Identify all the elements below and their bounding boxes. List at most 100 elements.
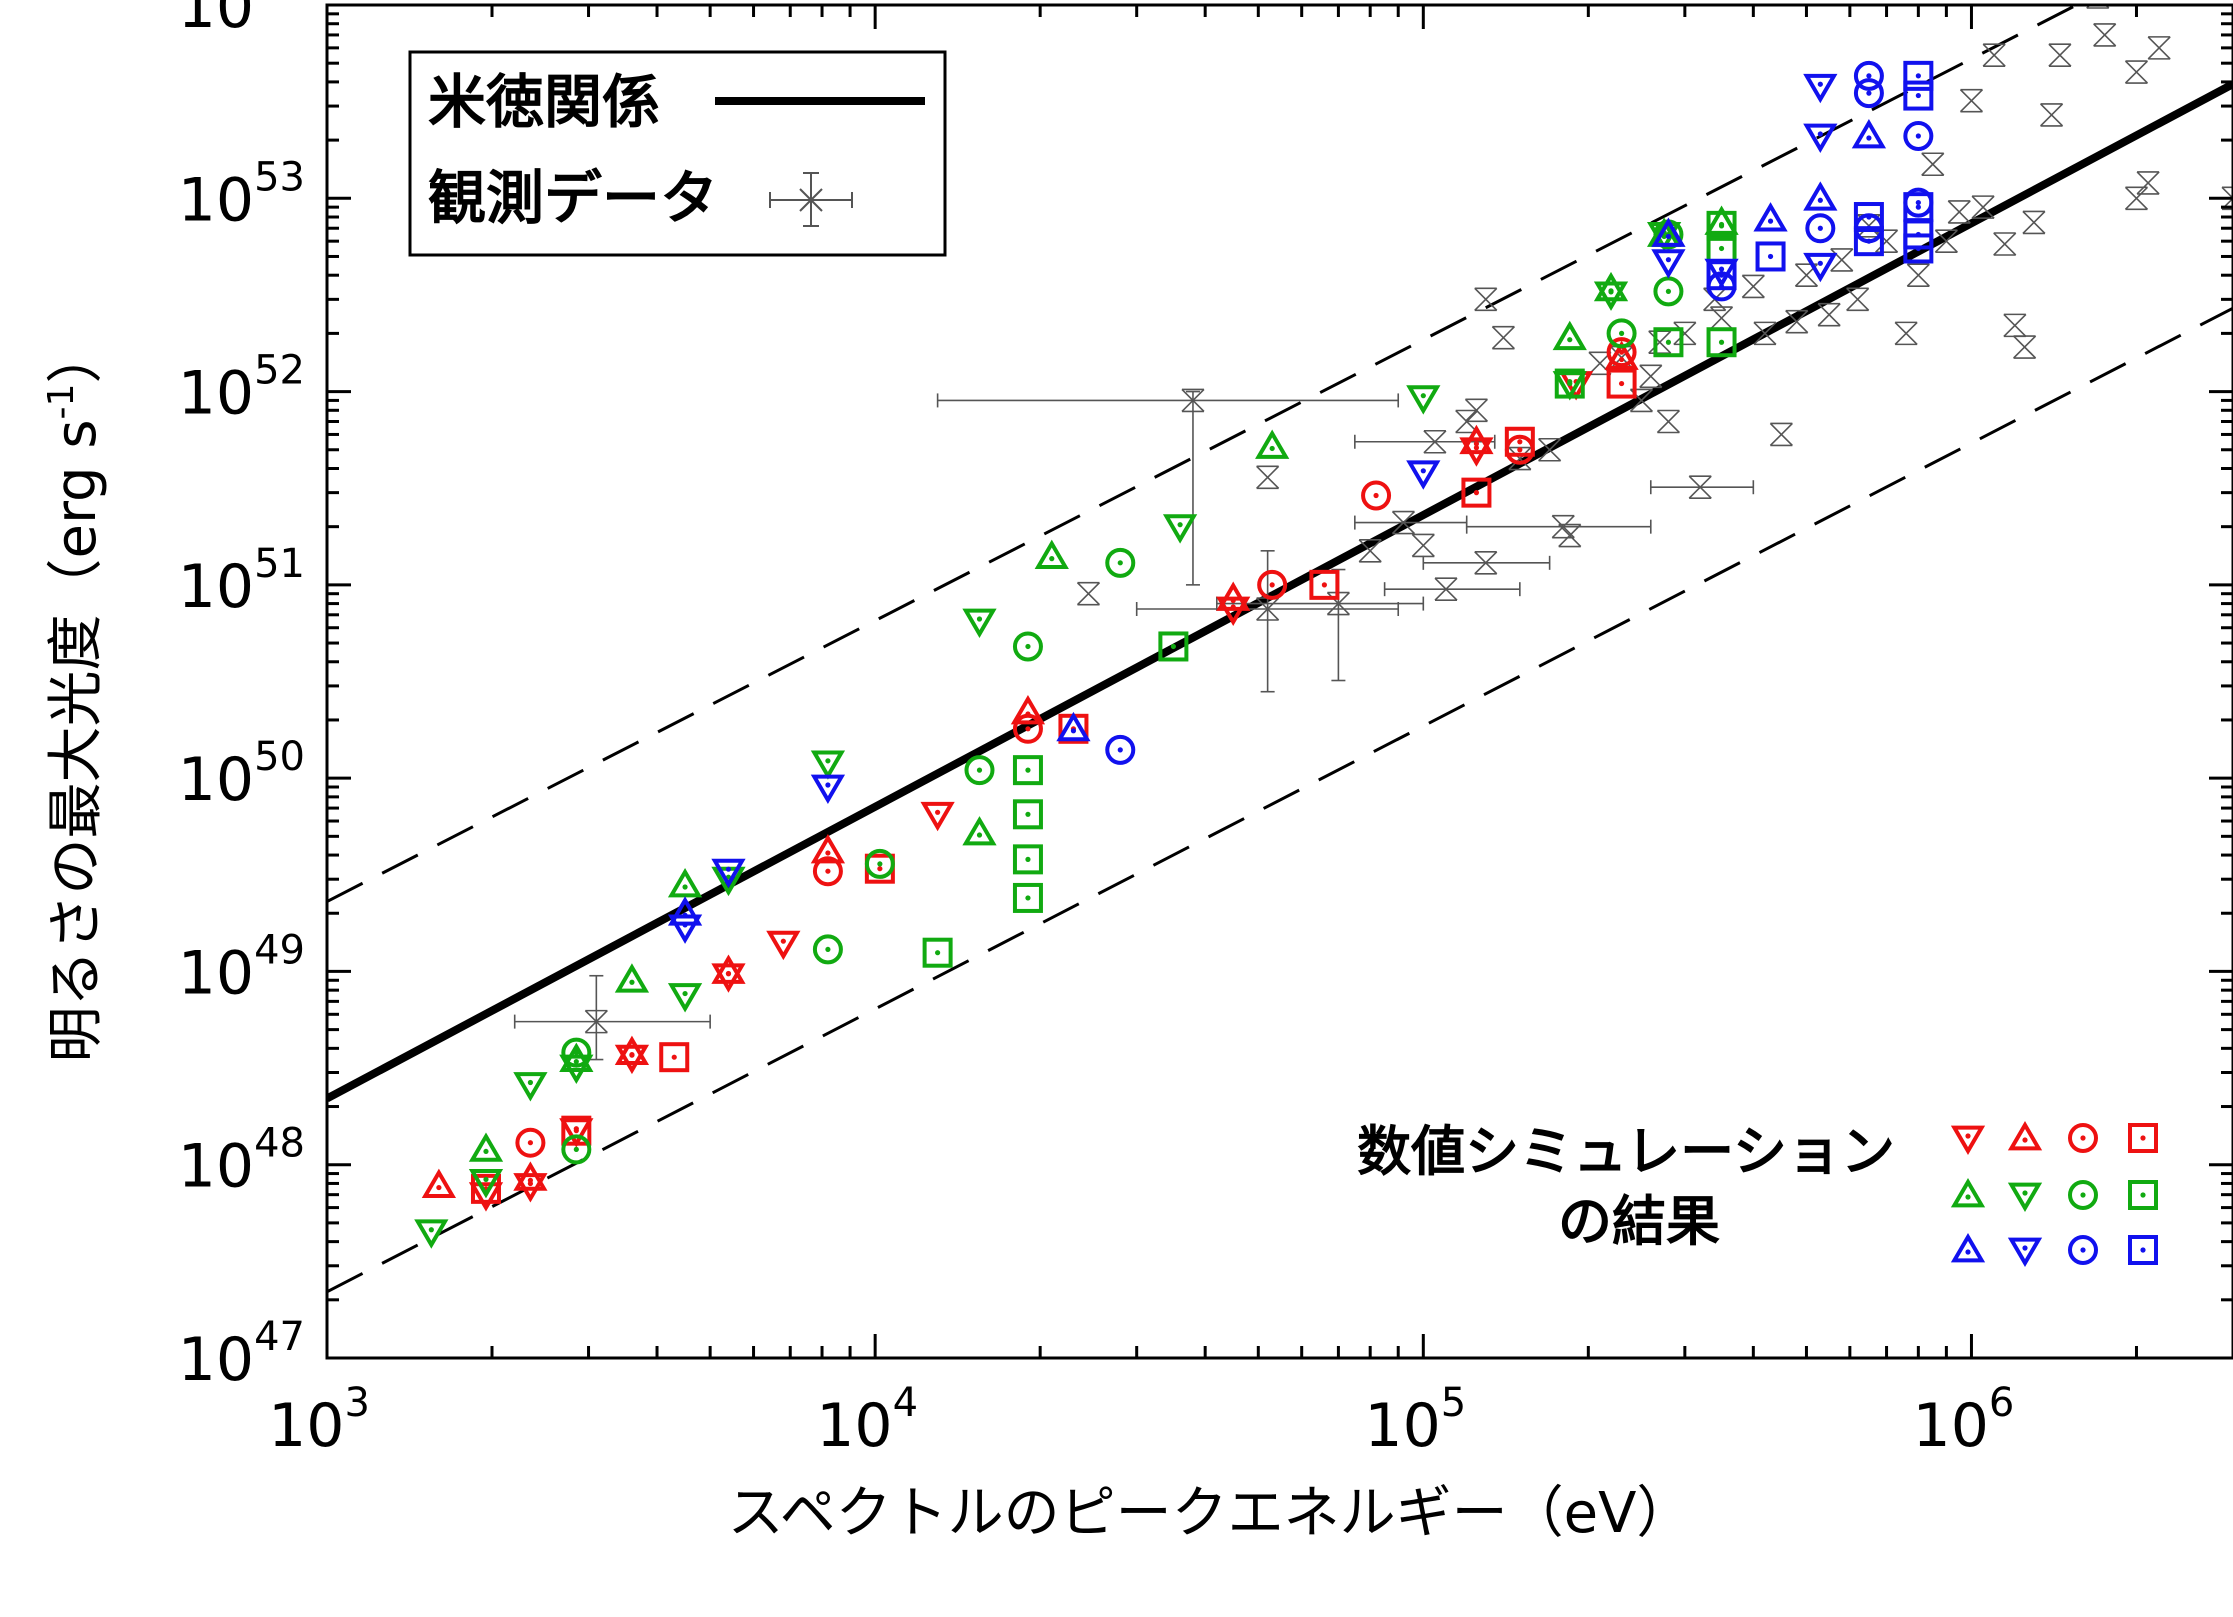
sim-point-tri-down-green [1162,514,1198,544]
marker-shape [1012,755,1043,786]
observed-mark [1769,422,1793,447]
simulation-marker-legend [1950,1121,2158,1267]
x-tick-label-exp: 3 [344,1380,369,1426]
observed-mark [1639,364,1663,388]
sim-point-square-red [1504,426,1535,457]
marker-shape [559,1118,594,1148]
marker-shape [1593,271,1629,302]
marker-shape [667,983,703,1013]
marker-dot [2140,1135,2146,1141]
marker-dot [527,1177,534,1183]
marker-dot [682,990,688,997]
marker-shape [1803,252,1838,283]
observed-point [2093,23,2117,47]
marker-shape [667,914,703,944]
y-tick-label-exp: 47 [254,1314,305,1360]
observed-point [1982,43,2006,67]
sim-point-tri-down-green [468,1168,504,1199]
scatter-band-line-1 [327,5,2080,903]
marker-dot [1420,468,1426,474]
marker-shape [2068,1235,2098,1265]
observed-mark [1934,229,1958,253]
sim-point-tri-down-blue [1651,249,1686,279]
sim-legend-circle-blue [2068,1235,2098,1265]
observed-mark [1656,409,1680,434]
marker-shape [1010,694,1046,725]
marker-dot [1915,199,1921,206]
observed-mark [1921,152,1945,176]
marker-dot [1661,233,1667,240]
marker-dot [1025,811,1031,817]
marker-shape [468,1168,504,1199]
marker-dot [1517,447,1523,453]
marker-dot [1049,556,1055,562]
marker-dot [725,970,732,977]
sim-legend-tri-down-green [2007,1182,2043,1212]
sim-point-square-green [1012,844,1043,875]
marker-shape [1803,123,1838,153]
observed-mark [1551,515,1575,539]
sim-legend-tri-up-green [1950,1178,1986,1208]
marker-shape [2007,1237,2043,1267]
marker-dot [877,866,883,872]
marker-dot [1665,339,1672,345]
observed-mark [1076,582,1101,606]
sim-point-square-blue [1903,233,1934,264]
observed-point [2136,171,2160,195]
sim-point-tri-down-blue [1406,460,1441,490]
observed-mark [1474,551,1498,575]
marker-shape [561,1115,592,1146]
x-tick-label: 103 [268,1380,370,1461]
plot-frame [325,3,2233,1360]
x-tick-label-base: 10 [1364,1391,1440,1461]
marker-dot [1965,1133,1971,1139]
sim-point-circle-green [864,848,895,879]
marker-shape [1706,260,1737,291]
observed-mark [1785,310,1809,334]
observed-mark [2136,171,2160,195]
sim-point-circle-green [1012,631,1043,662]
marker-shape [1012,882,1043,913]
observed-mark [1982,43,2006,67]
sim-point-tri-down-blue [1803,123,1838,153]
observed-point [1491,325,1515,350]
marker-dot [1915,133,1921,139]
sim-point-square-red [1309,569,1340,600]
marker-dot [1665,233,1672,240]
marker-shape [2068,1123,2098,1153]
sim-point-tri-up-green [667,868,703,898]
marker-shape [1803,181,1838,211]
observed-mark [2022,210,2046,235]
marker-shape [614,963,650,993]
sim-point-tri-up-blue [1753,202,1788,232]
marker-dot [825,868,831,874]
marker-shape [1853,60,1884,91]
marker-shape [468,1182,504,1212]
marker-shape [2007,1121,2043,1151]
sim-point-square-blue [1903,60,1934,91]
sim-point-tri-up-blue [1651,217,1686,247]
sim-point-square-green [1706,210,1737,241]
marker-dot [1767,218,1774,224]
observed-point [1741,274,1765,299]
marker-shape [559,1054,594,1085]
marker-dot [2140,1192,2146,1198]
observed-point [1354,429,1496,454]
observed-mark [1256,465,1280,489]
observed-point [1921,152,1945,177]
sim-point-tri-up-red [421,1168,457,1198]
y-tick-label-base: 10 [178,745,254,815]
observed-point [1971,195,1995,219]
sim-point-tri-down-green [1406,385,1441,415]
observed-data-layer [513,5,2233,1061]
marker-shape [711,963,746,993]
observed-mark [1817,303,1841,327]
marker-shape [1606,318,1637,349]
marker-shape [864,848,895,879]
sim-point-tri-down-blue [667,914,703,944]
marker-dot [1230,597,1236,604]
marker-dot [1718,339,1725,345]
marker-shape [1593,281,1629,311]
sim-point-circle-green [561,1134,592,1165]
marker-shape [1853,78,1884,109]
